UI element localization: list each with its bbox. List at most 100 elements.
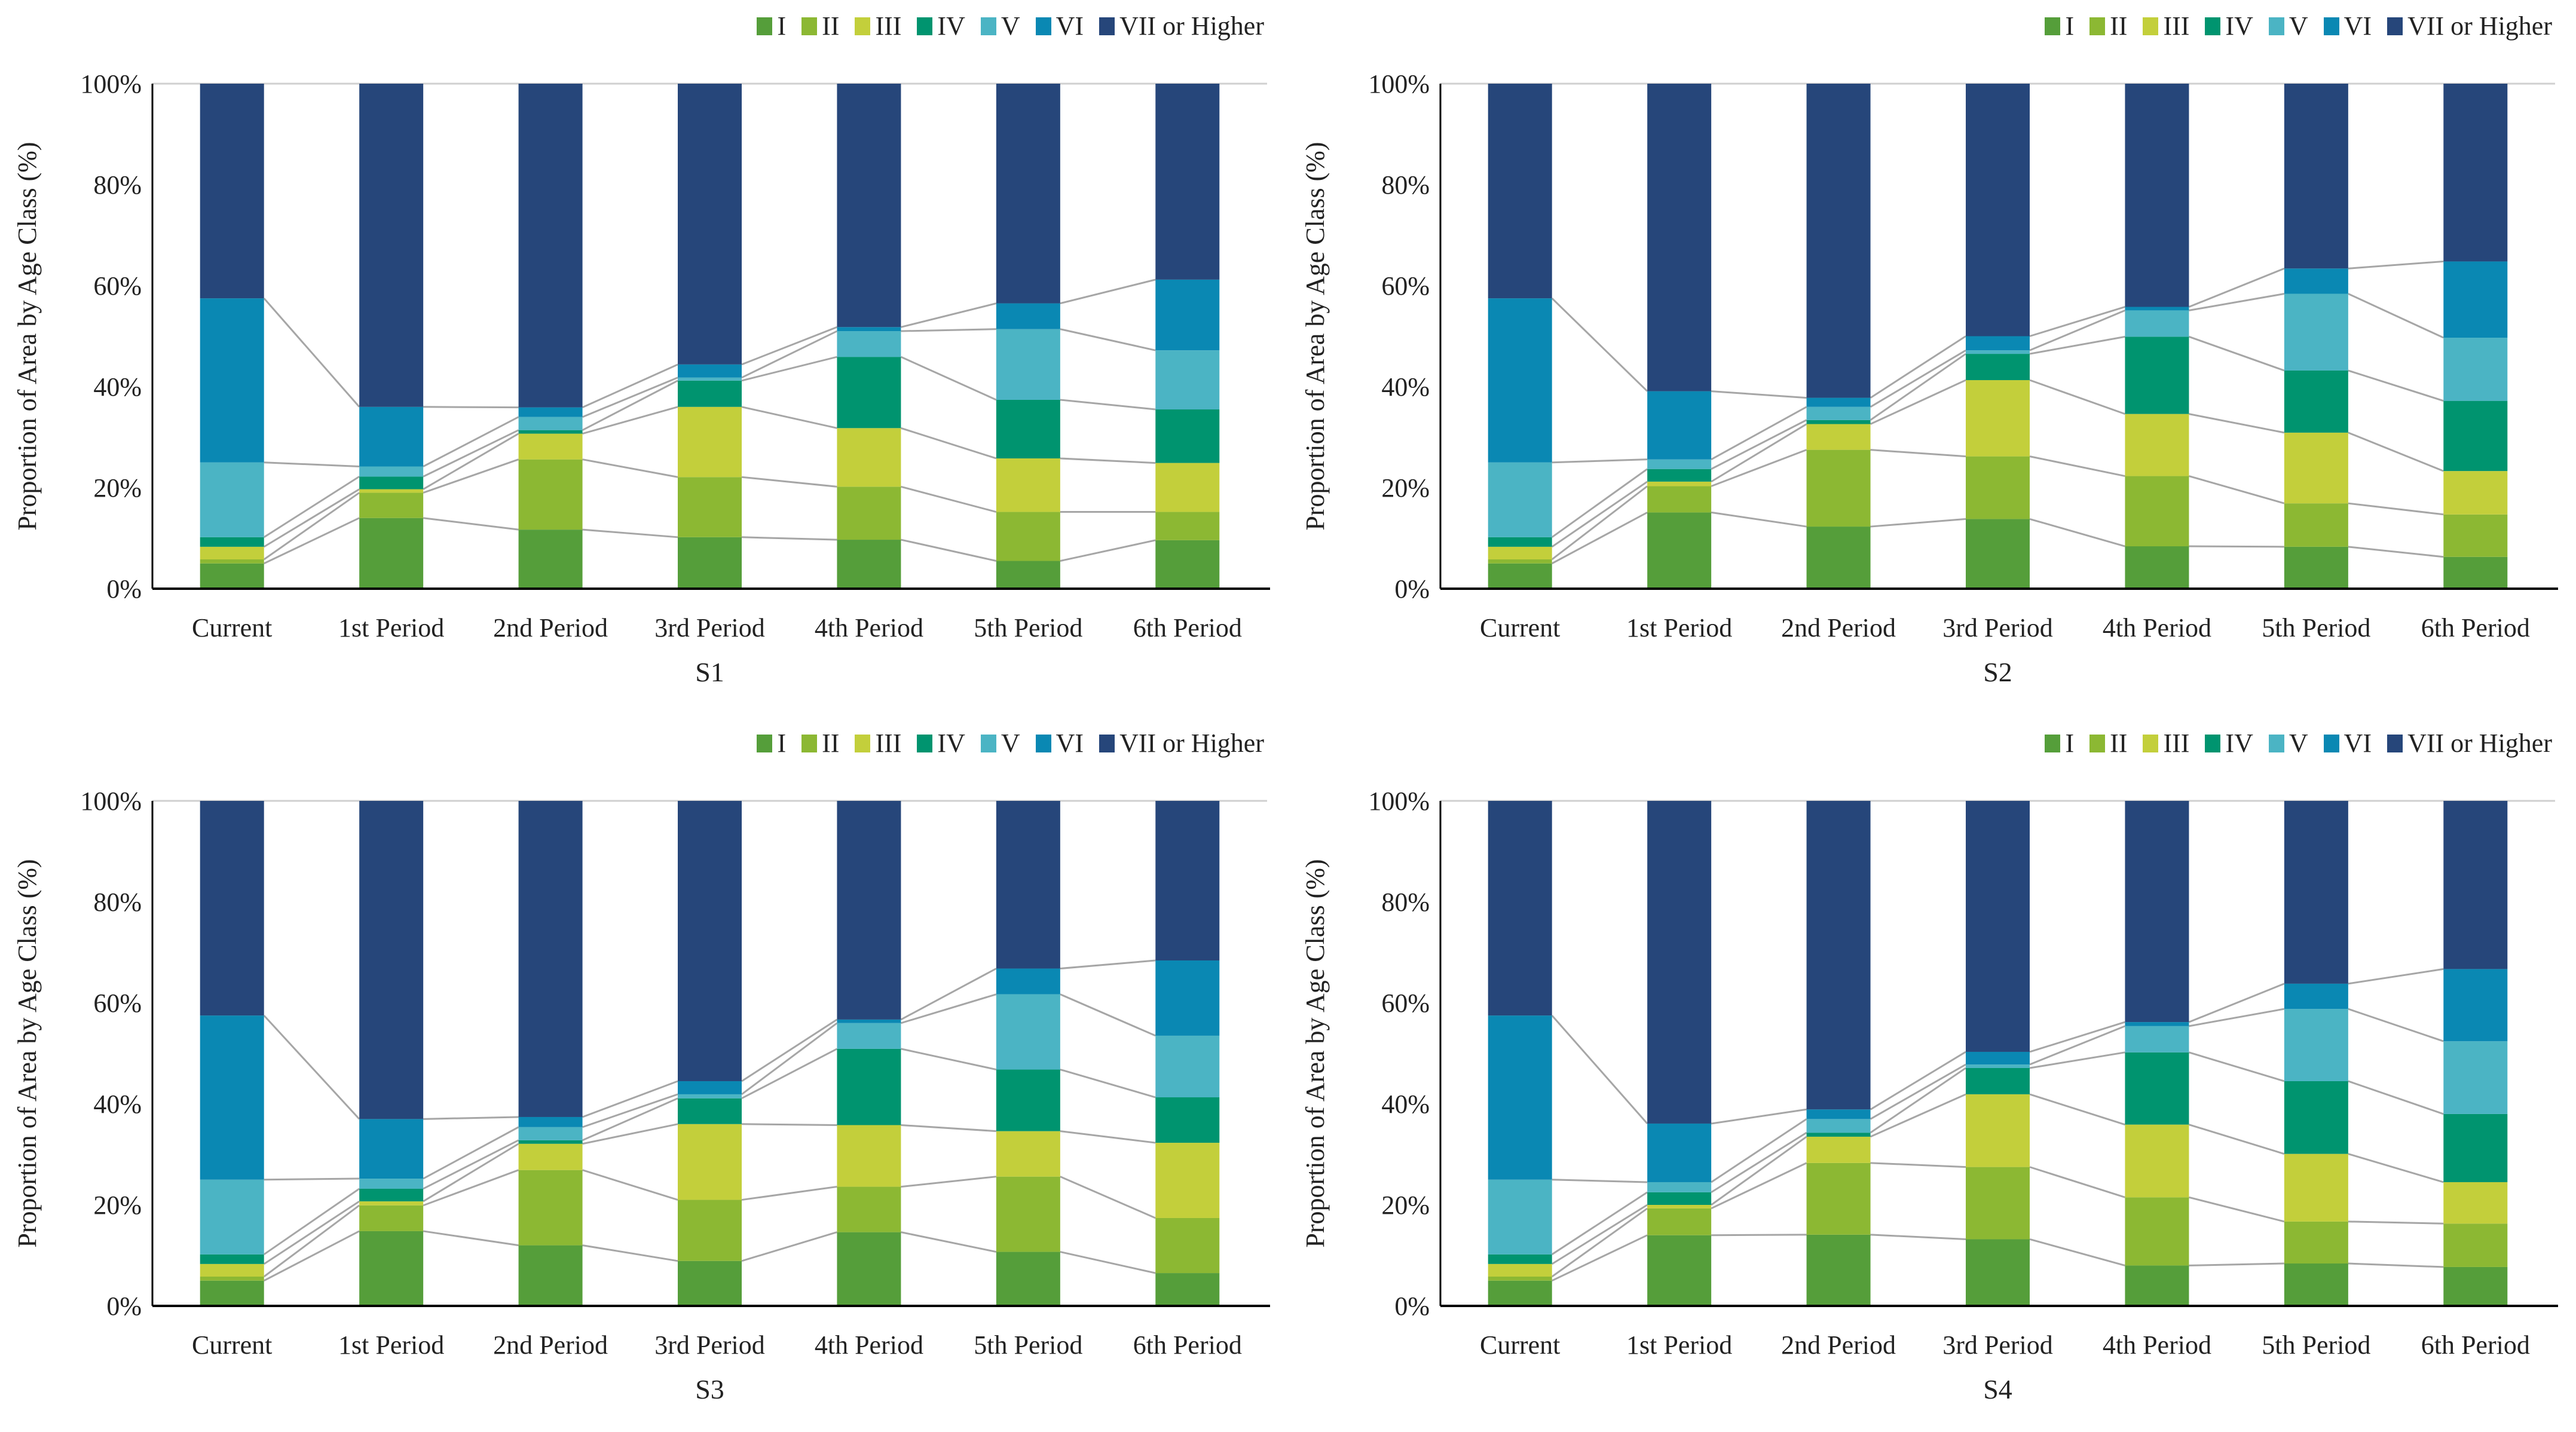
bar-segment-iv — [2125, 1052, 2189, 1125]
bar-segment-vii-or-higher — [1488, 84, 1552, 299]
series-connector-line — [2029, 455, 2125, 478]
series-connector-line — [1870, 1051, 1966, 1110]
bar-segment-i — [1488, 1280, 1552, 1306]
bar-segment-v — [1806, 406, 1871, 420]
series-connector-line — [2189, 545, 2284, 548]
x-tick-label: 3rd Period — [654, 1330, 765, 1360]
series-connector-line — [2348, 293, 2444, 339]
series-connector-line — [2189, 293, 2285, 311]
series-connector-line — [741, 1186, 837, 1201]
x-tick-label: 1st Period — [338, 613, 444, 642]
legend-swatch — [2323, 734, 2339, 752]
bar-segment-ii — [996, 512, 1060, 561]
series-connector-line — [582, 377, 678, 418]
bar-segment-i — [359, 1231, 424, 1306]
legend-swatch — [2089, 17, 2106, 35]
legend-label: VII or Higher — [2407, 729, 2552, 758]
bar-segment-ii — [678, 1200, 742, 1261]
bar-segment-iv — [1966, 354, 2030, 381]
legend-swatch — [2143, 17, 2159, 35]
x-tick-label: Current — [192, 613, 272, 642]
y-tick-label: 80% — [1381, 170, 1430, 200]
bar-segment-ii — [518, 459, 583, 530]
legend: I II III IV V VI VII or Higher — [2045, 728, 2552, 758]
y-tick-label: 80% — [1381, 888, 1430, 917]
legend-item: VII or Higher — [1099, 728, 1264, 758]
bar-segment-v — [1155, 350, 1220, 410]
bar-segment-vi — [200, 1015, 264, 1180]
legend-label: IV — [2225, 729, 2253, 758]
bar-segment-vii-or-higher — [2443, 84, 2508, 262]
bar-segment-vi — [1806, 397, 1871, 407]
bar-segment-v — [1806, 1119, 1871, 1133]
series-connector-line — [2348, 968, 2444, 985]
bar-segment-iii — [1647, 481, 1712, 486]
legend-label: VI — [1056, 729, 1084, 758]
series-connector-line — [423, 1116, 519, 1120]
legend-swatch — [2323, 17, 2339, 35]
bar-segment-vii-or-higher — [1966, 801, 2030, 1052]
y-tick-label: 100% — [80, 787, 142, 816]
x-tick-label: 1st Period — [338, 1330, 444, 1360]
series-connector-line — [1711, 1108, 1807, 1125]
y-tick-label: 40% — [1381, 1090, 1430, 1119]
series-connector-line — [2348, 1080, 2444, 1115]
series-connector-line — [1711, 1131, 1807, 1194]
x-tick-label: 4th Period — [815, 1330, 923, 1360]
legend-item: IV — [917, 11, 965, 41]
bar-segment-vii-or-higher — [1806, 84, 1871, 398]
series-connector-line — [1551, 1204, 1648, 1265]
legend-item: III — [2143, 11, 2189, 41]
series-connector-line — [741, 476, 837, 488]
bar-segment-ii — [1155, 512, 1220, 540]
legend-item: V — [980, 11, 1020, 41]
bar-segment-iii — [2125, 1124, 2189, 1198]
legend-item: V — [2268, 11, 2308, 41]
series-connector-line — [1060, 959, 1156, 970]
legend-item: III — [855, 11, 901, 41]
series-connector-line — [423, 1169, 519, 1207]
bar-segment-iii — [200, 1263, 264, 1277]
series-connector-line — [423, 429, 519, 478]
bar-segment-i — [1966, 1239, 2030, 1306]
series-connector-line — [901, 328, 996, 332]
x-tick-label: 3rd Period — [1942, 613, 2053, 642]
bar-segment-iii — [678, 406, 742, 478]
bar-segment-vii-or-higher — [678, 84, 742, 365]
x-tick-label: 6th Period — [2421, 1330, 2530, 1360]
bar-segment-ii — [1966, 1167, 2030, 1240]
bar-segment-ii — [678, 477, 742, 537]
stacked-bar-chart: 0% 20% 40% 60% 80% 100% Current 1st Period 2nd P… — [13, 787, 1270, 1405]
legend-item: VII or Higher — [2387, 11, 2552, 41]
legend-item: III — [855, 728, 901, 758]
bar-segment-iv — [359, 1188, 424, 1202]
legend-item: I — [757, 728, 786, 758]
series-connector-line — [582, 1244, 678, 1262]
bar-segment-v — [1966, 1064, 2030, 1069]
bar-segment-ii — [1647, 1208, 1712, 1235]
bar-segment-ii — [518, 1170, 583, 1246]
series-connector-line — [741, 1123, 837, 1126]
series-connector-line — [1551, 468, 1648, 538]
bar-segment-vi — [2125, 307, 2189, 311]
bar-segment-v — [996, 329, 1060, 400]
bar-segment-vii-or-higher — [1155, 801, 1220, 961]
legend-swatch — [2205, 17, 2221, 35]
bar-segment-v — [1488, 1179, 1552, 1254]
bar-segment-iv — [1488, 537, 1552, 547]
bar-segment-v — [359, 1179, 424, 1189]
bar-segment-v — [1488, 462, 1552, 537]
legend-item: II — [801, 728, 839, 758]
bar-segment-iv — [1806, 1133, 1871, 1137]
bar-segment-vii-or-higher — [359, 801, 424, 1119]
series-connector-line — [582, 380, 678, 432]
legend: I II III IV V VI VII or Higher — [757, 11, 1264, 41]
legend-item: V — [980, 728, 1020, 758]
bar-segment-iii — [518, 1143, 583, 1170]
legend-label: I — [777, 11, 787, 41]
legend-label: VI — [2344, 729, 2372, 758]
bar-segment-v — [2125, 1026, 2189, 1052]
bar-segment-vii-or-higher — [2125, 84, 2189, 307]
legend-swatch — [1035, 734, 1051, 752]
legend-label: III — [2163, 729, 2190, 758]
